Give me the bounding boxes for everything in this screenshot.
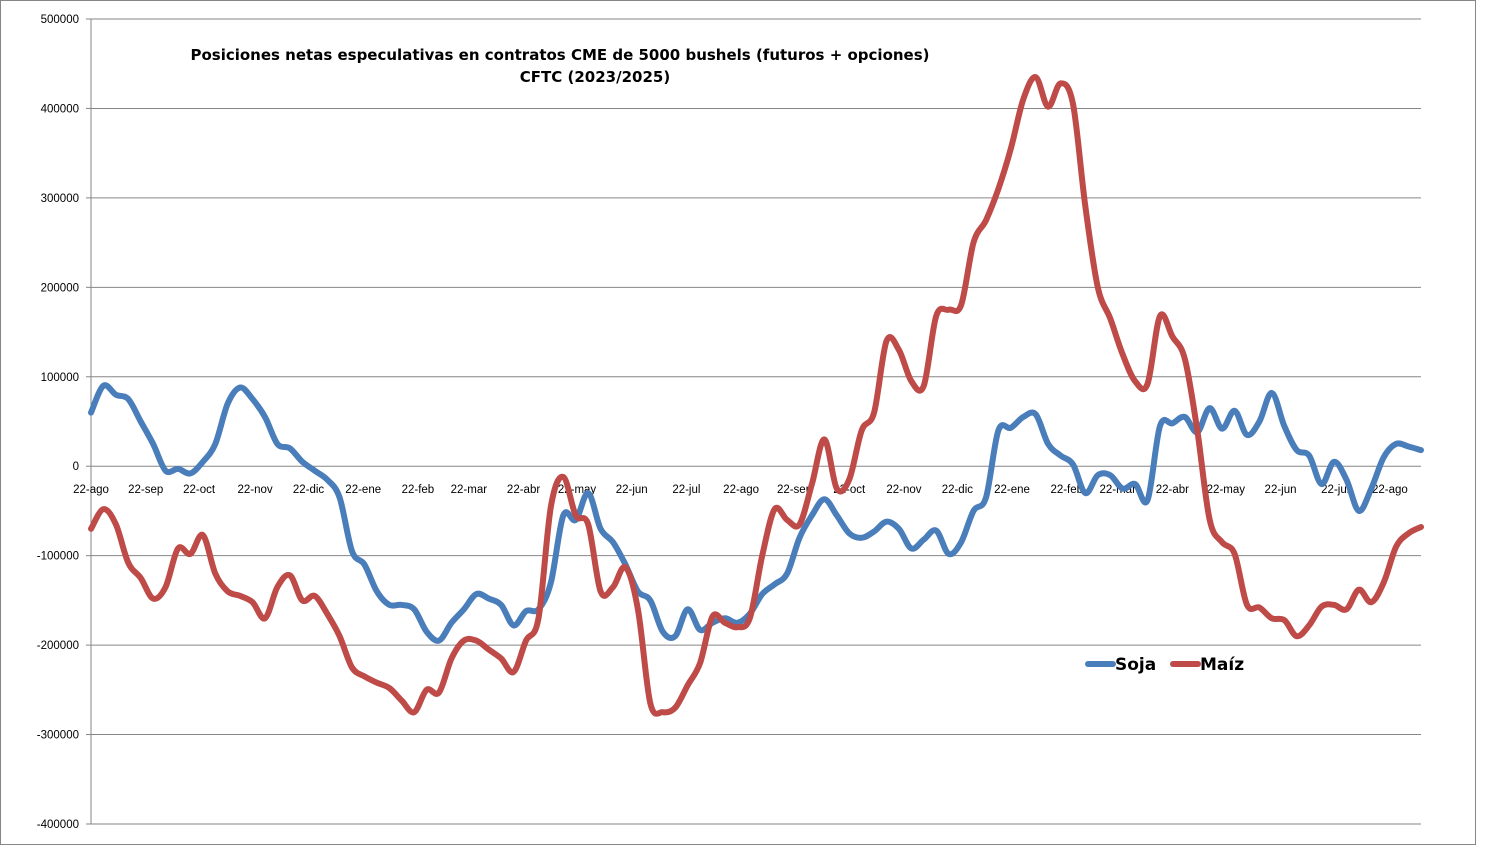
x-tick-label: 22-dic	[942, 484, 974, 496]
x-tick-label: 22-mar	[451, 484, 488, 496]
grid-layer	[86, 18, 1421, 825]
x-tick-label: 22-feb	[402, 484, 435, 496]
x-tick-label: 22-abr	[507, 484, 540, 496]
x-tick-label: 22-jul	[1321, 484, 1349, 496]
x-tick-label: 22-ago	[73, 484, 109, 496]
x-tick-label: 22-dic	[293, 484, 325, 496]
series-layer	[88, 74, 1424, 717]
x-tick-label: 22-ene	[994, 484, 1030, 496]
y-tick-labels: 500000 400000 300000 200000 100000 0 -100000 -2…	[37, 14, 79, 831]
y-tick-label: -200000	[37, 640, 79, 652]
legend-label-maiz: Maíz	[1200, 655, 1244, 675]
y-tick-label: 300000	[41, 193, 79, 205]
x-tick-label: 22-jun	[1265, 484, 1297, 496]
y-tick-label: -400000	[37, 819, 79, 831]
y-tick-label: 200000	[41, 282, 79, 294]
x-tick-label: 22-jul	[672, 484, 700, 496]
x-tick-label: 22-nov	[237, 484, 272, 496]
chart-subtitle: CFTC (2023/2025)	[520, 68, 670, 86]
x-tick-label: 22-ago	[1372, 484, 1408, 496]
x-tick-label: 22-may	[1207, 484, 1246, 496]
x-tick-label: 22-abr	[1156, 484, 1189, 496]
y-tick-label: 500000	[41, 14, 79, 26]
x-tick-label: 22-sep	[128, 484, 163, 496]
x-tick-label: 22-jun	[616, 484, 648, 496]
legend: Soja Maíz	[1085, 655, 1244, 675]
x-tick-label: 22-sep	[777, 484, 812, 496]
y-tick-label: 100000	[41, 372, 79, 384]
x-tick-label: 22-nov	[886, 484, 921, 496]
legend-label-soja: Soja	[1115, 655, 1156, 675]
y-tick-label: 400000	[41, 103, 79, 115]
x-tick-label: 22-oct	[183, 484, 216, 496]
series-line-maiz	[88, 74, 1424, 717]
chart-title: Posiciones netas especulativas en contra…	[190, 46, 929, 64]
x-tick-label: 22-feb	[1050, 484, 1083, 496]
x-tick-label: 22-ene	[345, 484, 381, 496]
y-tick-label: -100000	[37, 551, 79, 563]
y-tick-label: -300000	[37, 730, 79, 742]
y-tick-label: 0	[73, 461, 79, 473]
x-tick-label: 22-ago	[723, 484, 759, 496]
